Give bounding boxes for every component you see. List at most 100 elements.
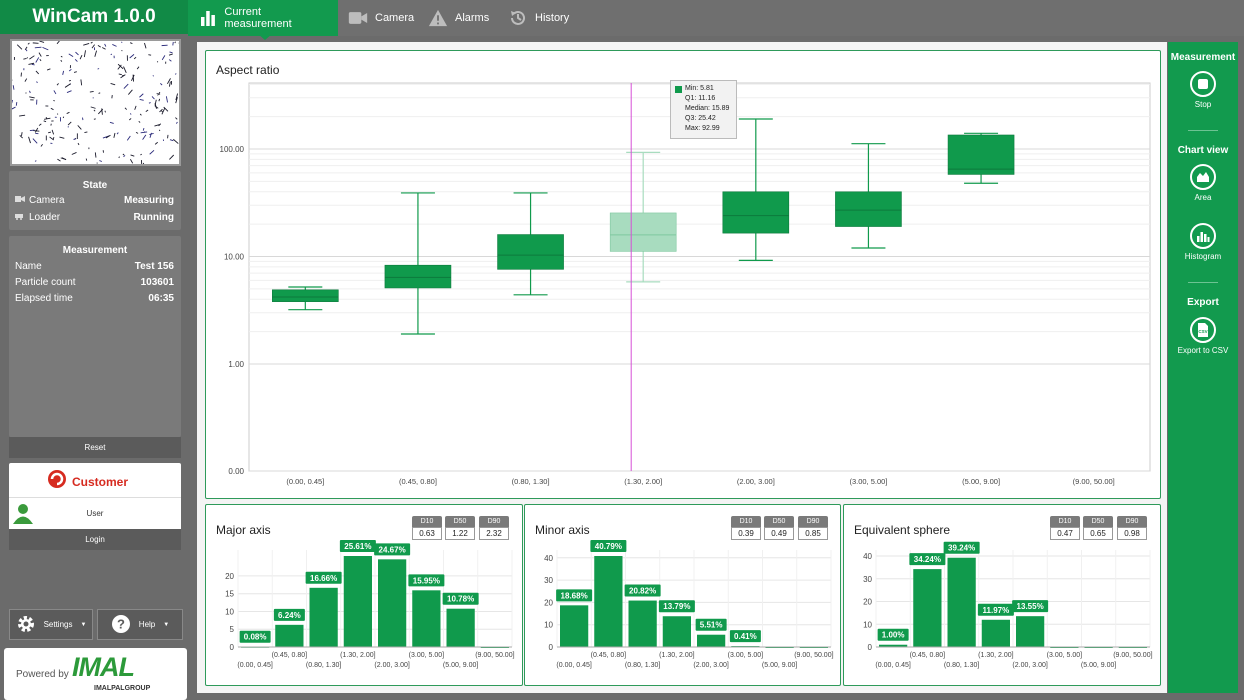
minor-axis-chart[interactable]: 0 10 20 30 40 18.68% (0.00, 0.45] 40.79% (0.45, … xyxy=(525,505,840,685)
x-tick-label: (1.30, 2.00] xyxy=(659,652,694,659)
d10-stat: D10 0.39 xyxy=(731,516,761,540)
video-camera-icon xyxy=(15,195,25,206)
particle-speck xyxy=(174,41,176,44)
data-label: 40.79% xyxy=(595,542,622,551)
major-axis-chart[interactable]: 0 5 10 15 20 0.08% (0.00, 0.45] 6.24% (0.45, 0.8… xyxy=(206,505,522,685)
tab-camera[interactable]: Camera xyxy=(338,0,418,36)
particle-speck xyxy=(28,136,31,144)
particle-speck xyxy=(56,41,60,45)
imal-logo: IMAL xyxy=(72,652,135,682)
particle-speck xyxy=(90,106,96,109)
measurement-label: Particle count xyxy=(15,277,76,288)
histogram-bar xyxy=(879,644,908,647)
particle-speck xyxy=(161,107,166,115)
particle-speck xyxy=(15,102,18,106)
y-tick-label: 30 xyxy=(863,575,872,584)
d50-stat: D50 1.22 xyxy=(445,516,475,540)
particle-speck xyxy=(168,81,171,87)
measurement-title: Measurement xyxy=(62,245,128,256)
x-tick-label: (1.30, 2.00] xyxy=(624,477,662,486)
tooltip-swatch xyxy=(675,85,682,93)
data-label-box xyxy=(1012,600,1049,613)
x-tick-label: (9.00, 50.00] xyxy=(475,652,514,659)
particle-speck xyxy=(129,113,132,115)
data-label-box xyxy=(339,540,376,552)
chart-view-section-title: Chart view xyxy=(1177,145,1229,156)
area-view-button[interactable]: Area xyxy=(1168,164,1238,202)
data-label-box xyxy=(909,553,946,566)
state-title: State xyxy=(82,180,108,191)
particle-speck xyxy=(139,93,144,98)
particle-speck xyxy=(74,58,78,62)
data-label-box xyxy=(239,630,271,643)
particle-speck xyxy=(56,113,59,115)
particle-speck xyxy=(36,81,38,84)
stop-button[interactable]: Stop xyxy=(1168,71,1238,109)
settings-button[interactable]: Settings ▼ xyxy=(9,609,93,640)
particle-speck xyxy=(73,71,77,73)
histogram-bar xyxy=(697,634,726,647)
tab-alarms[interactable]: Alarms xyxy=(418,0,498,36)
x-tick-label: (0.80, 1.30] xyxy=(306,662,341,669)
particle-speck xyxy=(133,56,137,60)
tab-history[interactable]: History xyxy=(498,0,588,36)
equivalent-sphere-title: Equivalent sphere xyxy=(854,523,951,537)
histogram-view-button[interactable]: Histogram xyxy=(1168,223,1238,261)
x-tick-label: (0.00, 0.45] xyxy=(556,662,591,669)
particle-speck xyxy=(33,130,40,132)
active-tab-pointer xyxy=(258,34,272,40)
tooltip-line: Max: 92.99 xyxy=(685,125,720,132)
tab-current-measurement[interactable]: Current measurement xyxy=(188,0,338,36)
export-csv-button[interactable]: CSV Export to CSV xyxy=(1168,317,1238,355)
x-tick-label: (2.00, 3.00] xyxy=(737,477,775,486)
particle-speck xyxy=(29,129,35,131)
particle-speck xyxy=(32,138,38,144)
x-tick-label: (0.80, 1.30] xyxy=(944,662,979,669)
data-label: 6.24% xyxy=(278,611,301,620)
particle-speck xyxy=(163,106,169,112)
measurement-value: 06:35 xyxy=(148,293,174,304)
box xyxy=(384,264,452,289)
particle-speck xyxy=(175,96,178,104)
particle-speck xyxy=(60,55,63,58)
csv-icon-text: CSV xyxy=(1198,329,1207,334)
particle-speck xyxy=(51,129,55,135)
histogram-bar xyxy=(412,590,441,647)
right-action-panel: Measurement Stop Chart view Area Histogr… xyxy=(1168,42,1238,693)
reset-button[interactable]: Reset xyxy=(9,437,181,458)
data-label-box xyxy=(729,630,761,643)
histogram-bar xyxy=(275,624,304,647)
aspect-ratio-chart[interactable]: 0.00 1.00 10.00 100.00 (0.00, 0.45] (0.45, 0.… xyxy=(206,51,1160,498)
particle-speck xyxy=(143,131,146,133)
y-tick-label: 10 xyxy=(544,621,553,630)
customer-logo-icon xyxy=(47,469,67,494)
bar-chart-icon xyxy=(198,8,217,28)
tab-label: Current measurement xyxy=(224,6,292,30)
tooltip-line: Median: 15.89 xyxy=(685,105,730,112)
help-button[interactable]: ? Help ▼ xyxy=(97,609,183,640)
particle-speck xyxy=(128,118,132,121)
particle-speck xyxy=(123,83,129,89)
divider xyxy=(1188,282,1218,283)
particle-speck xyxy=(161,55,166,61)
stat-value: 0.85 xyxy=(798,527,828,540)
y-tick-label: 30 xyxy=(544,576,553,585)
equivalent-sphere-chart[interactable]: 0 10 20 30 40 1.00% (0.00, 0.45] 34.24% (0.45, 0… xyxy=(844,505,1160,685)
data-label: 34.24% xyxy=(914,555,941,564)
stat-label: D10 xyxy=(731,516,761,527)
data-label: 5.51% xyxy=(700,621,723,630)
stop-icon xyxy=(1190,71,1216,97)
tab-label: History xyxy=(535,12,570,24)
minor-axis-title: Minor axis xyxy=(535,523,590,537)
d90-stat: D90 0.85 xyxy=(798,516,828,540)
data-label: 24.67% xyxy=(379,545,406,554)
data-label: 0.41% xyxy=(734,632,757,641)
state-value: Measuring xyxy=(123,195,174,206)
area-chart-icon xyxy=(1190,164,1216,190)
y-tick-label: 0 xyxy=(230,643,235,652)
particle-speck xyxy=(94,50,97,57)
x-tick-label: (2.00, 3.00] xyxy=(374,662,409,669)
measurement-value: Test 156 xyxy=(134,261,174,272)
login-button[interactable]: Login xyxy=(9,529,181,550)
particle-speck xyxy=(175,117,178,120)
